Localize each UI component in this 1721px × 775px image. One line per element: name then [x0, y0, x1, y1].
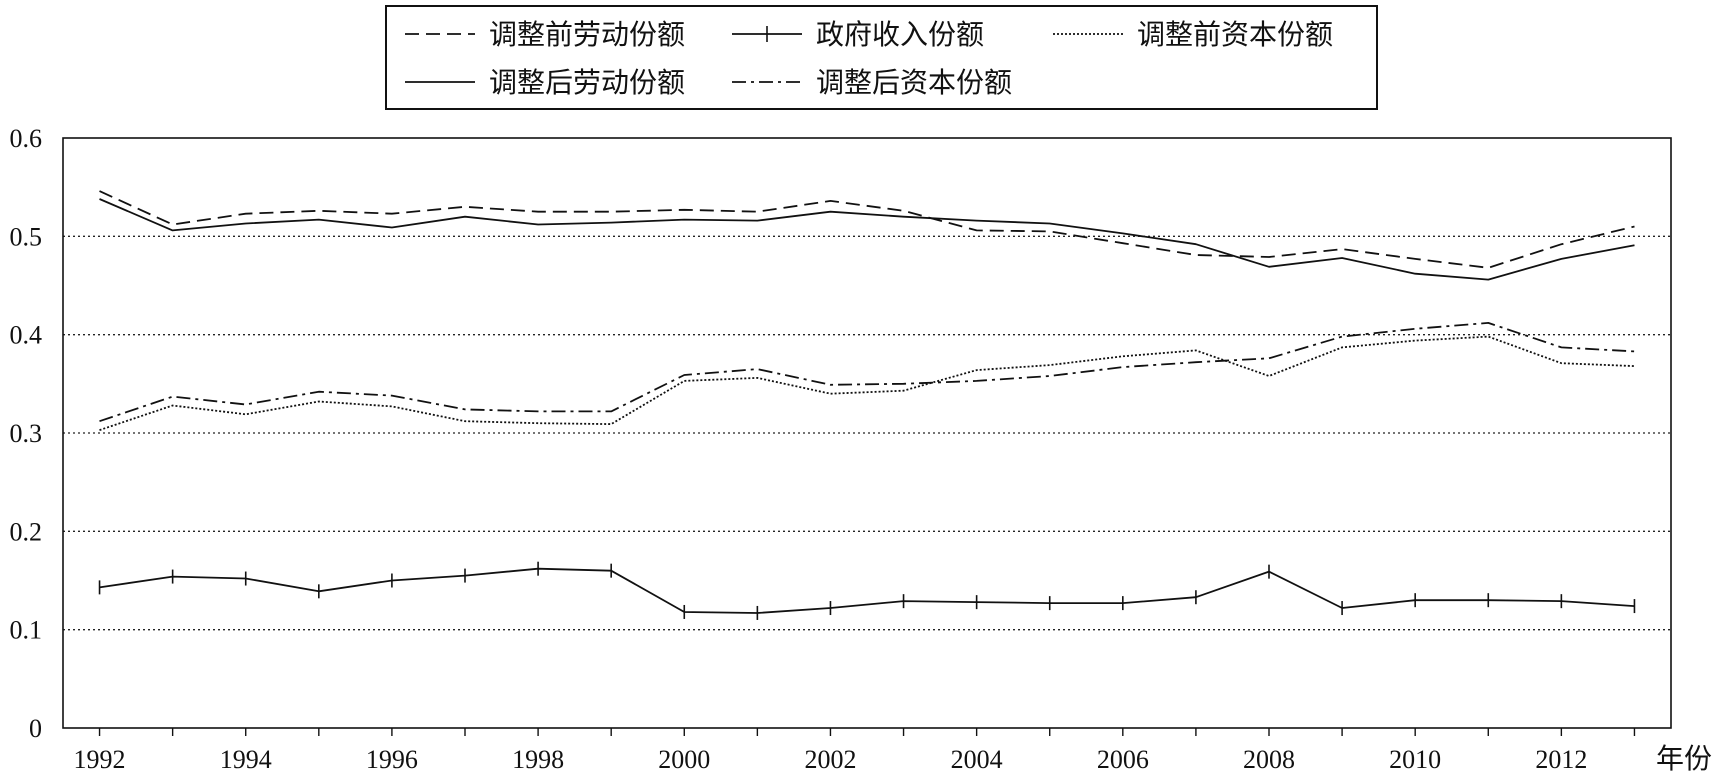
y-tick-label: 0.4 [10, 321, 43, 350]
series-3 [99, 335, 1635, 431]
x-tick-label: 1998 [512, 745, 564, 774]
series-1 [99, 190, 1635, 269]
x-tick-label: 2008 [1243, 745, 1295, 774]
x-axis-label: 年份 [1656, 742, 1712, 775]
legend-label: 调整后劳动份额 [489, 66, 685, 99]
series-line [99, 335, 1635, 431]
series-line [99, 190, 1635, 269]
series-line [99, 321, 1635, 423]
x-tick-label: 2004 [951, 745, 1003, 774]
y-tick-label: 0.2 [10, 517, 43, 546]
axes: 0 0.1 0.2 0.3 0.4 0.5 0.6 1992 1994 1996 1998 2000 2… [10, 124, 1713, 775]
x-tick-label: 2000 [658, 745, 710, 774]
y-tick-label: 0.1 [10, 616, 43, 645]
x-tick-label: 2010 [1389, 745, 1441, 774]
series-2 [98, 561, 1636, 620]
y-tick-label: 0 [29, 714, 42, 743]
legend-label: 调整前资本份额 [1137, 18, 1333, 51]
series-line [99, 567, 1635, 614]
legend-label: 调整前劳动份额 [489, 18, 685, 51]
plot-frame [62, 137, 1672, 729]
legend-box [385, 5, 1378, 110]
legend-label: 调整后资本份额 [816, 66, 1012, 99]
y-tick-label: 0.6 [10, 124, 43, 153]
series-5 [99, 321, 1635, 423]
y-tick-label: 0.5 [10, 222, 43, 251]
x-tick-label: 1996 [366, 745, 418, 774]
x-tick-label: 1992 [74, 745, 126, 774]
series-4 [99, 198, 1635, 281]
gridlines [63, 235, 1671, 631]
x-tick-label: 2012 [1535, 745, 1587, 774]
x-tick-label: 1994 [220, 745, 272, 774]
legend-label: 政府收入份额 [816, 18, 984, 51]
x-tick-label: 2006 [1097, 745, 1149, 774]
series-line [99, 198, 1635, 281]
x-tick-label: 2002 [804, 745, 856, 774]
series-lines [98, 190, 1636, 620]
y-tick-label: 0.3 [10, 419, 43, 448]
